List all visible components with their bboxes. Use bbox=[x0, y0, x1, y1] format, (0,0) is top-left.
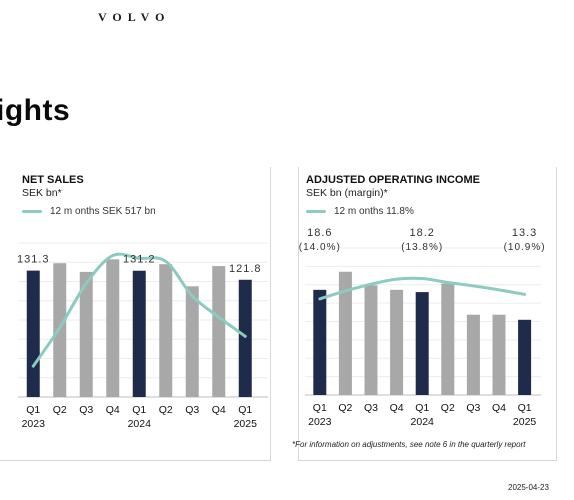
data-label: 131.2 bbox=[123, 254, 156, 266]
data-label: 121.8 bbox=[229, 263, 262, 275]
bar-q3-6 bbox=[466, 314, 480, 395]
x-tick-label: Q4 bbox=[106, 404, 120, 416]
year-label: 2025 bbox=[234, 418, 258, 430]
bar-q4-3 bbox=[390, 289, 404, 395]
chart-title-net-sales: NET SALES bbox=[22, 174, 84, 186]
adjusted-operating-income-panel bbox=[298, 167, 557, 461]
chart-title-operating-income: ADJUSTED OPERATING INCOME bbox=[306, 174, 480, 186]
data-label: 13.3 bbox=[512, 227, 537, 239]
data-sublabel: (10.9%) bbox=[504, 242, 546, 253]
bar-q1-8 bbox=[518, 319, 532, 395]
year-label: 2025 bbox=[513, 416, 537, 428]
bar-q2-5 bbox=[441, 283, 455, 395]
x-tick-label: Q4 bbox=[390, 402, 404, 414]
x-tick-label: Q3 bbox=[466, 402, 480, 414]
legend-line-swatch bbox=[306, 210, 326, 213]
legend-net-sales: 12 m onths SEK 517 bn bbox=[22, 206, 156, 217]
chart-subtitle-operating-income: SEK bn (margin)* bbox=[306, 187, 388, 199]
legend-label: 12 m onths 11.8% bbox=[334, 206, 414, 217]
footnote: *For information on adjustments, see not… bbox=[292, 440, 526, 449]
bar-q4-7 bbox=[212, 266, 226, 397]
year-label: 2024 bbox=[411, 416, 435, 428]
x-tick-label: Q3 bbox=[79, 404, 93, 416]
legend-operating-income: 12 m onths 11.8% bbox=[306, 206, 414, 217]
x-tick-label: Q2 bbox=[53, 404, 67, 416]
year-label: 2024 bbox=[128, 418, 152, 430]
x-tick-label: Q1 bbox=[518, 402, 532, 414]
data-label: 131.3 bbox=[17, 254, 50, 266]
data-sublabel: (13.8%) bbox=[401, 242, 443, 253]
x-tick-label: Q2 bbox=[159, 404, 173, 416]
bar-q1-4 bbox=[415, 292, 429, 395]
bar-q4-3 bbox=[106, 259, 120, 397]
legend-label: 12 m onths SEK 517 bn bbox=[50, 206, 156, 217]
x-tick-label: Q1 bbox=[26, 404, 40, 416]
twelve-month-line bbox=[31, 252, 247, 368]
year-label: 2023 bbox=[308, 416, 332, 428]
twelve-month-line bbox=[318, 276, 527, 301]
x-tick-label: Q2 bbox=[441, 402, 455, 414]
bar-q2-5 bbox=[159, 264, 173, 397]
data-sublabel: (14.0%) bbox=[299, 242, 341, 253]
x-tick-label: Q3 bbox=[185, 404, 199, 416]
bar-q3-2 bbox=[364, 285, 378, 395]
x-tick-label: Q4 bbox=[492, 402, 506, 414]
x-tick-label: Q1 bbox=[238, 404, 252, 416]
x-tick-label: Q1 bbox=[132, 404, 146, 416]
chart-subtitle-net-sales: SEK bn* bbox=[22, 187, 62, 199]
bar-q1-8 bbox=[238, 279, 252, 397]
bar-q4-7 bbox=[492, 314, 506, 395]
x-tick-label: Q3 bbox=[364, 402, 378, 414]
page-title: ights bbox=[0, 94, 71, 127]
x-tick-label: Q1 bbox=[313, 402, 327, 414]
report-date: 2025-04-23 bbox=[508, 483, 549, 492]
year-label: 2023 bbox=[22, 418, 46, 430]
bar-q3-2 bbox=[79, 271, 93, 397]
data-label: 18.2 bbox=[409, 227, 434, 239]
data-label: 18.6 bbox=[307, 227, 332, 239]
bar-q1-0 bbox=[26, 270, 40, 397]
volvo-logo: VOLVO bbox=[98, 10, 171, 24]
legend-line-swatch bbox=[22, 210, 42, 213]
net-sales-panel bbox=[0, 167, 271, 461]
bar-q2-1 bbox=[338, 271, 352, 395]
bar-q1-0 bbox=[313, 289, 327, 395]
bar-q1-4 bbox=[132, 270, 146, 397]
x-tick-label: Q2 bbox=[338, 402, 352, 414]
x-tick-label: Q4 bbox=[212, 404, 226, 416]
x-tick-label: Q1 bbox=[415, 402, 429, 414]
bar-q3-6 bbox=[185, 286, 199, 397]
